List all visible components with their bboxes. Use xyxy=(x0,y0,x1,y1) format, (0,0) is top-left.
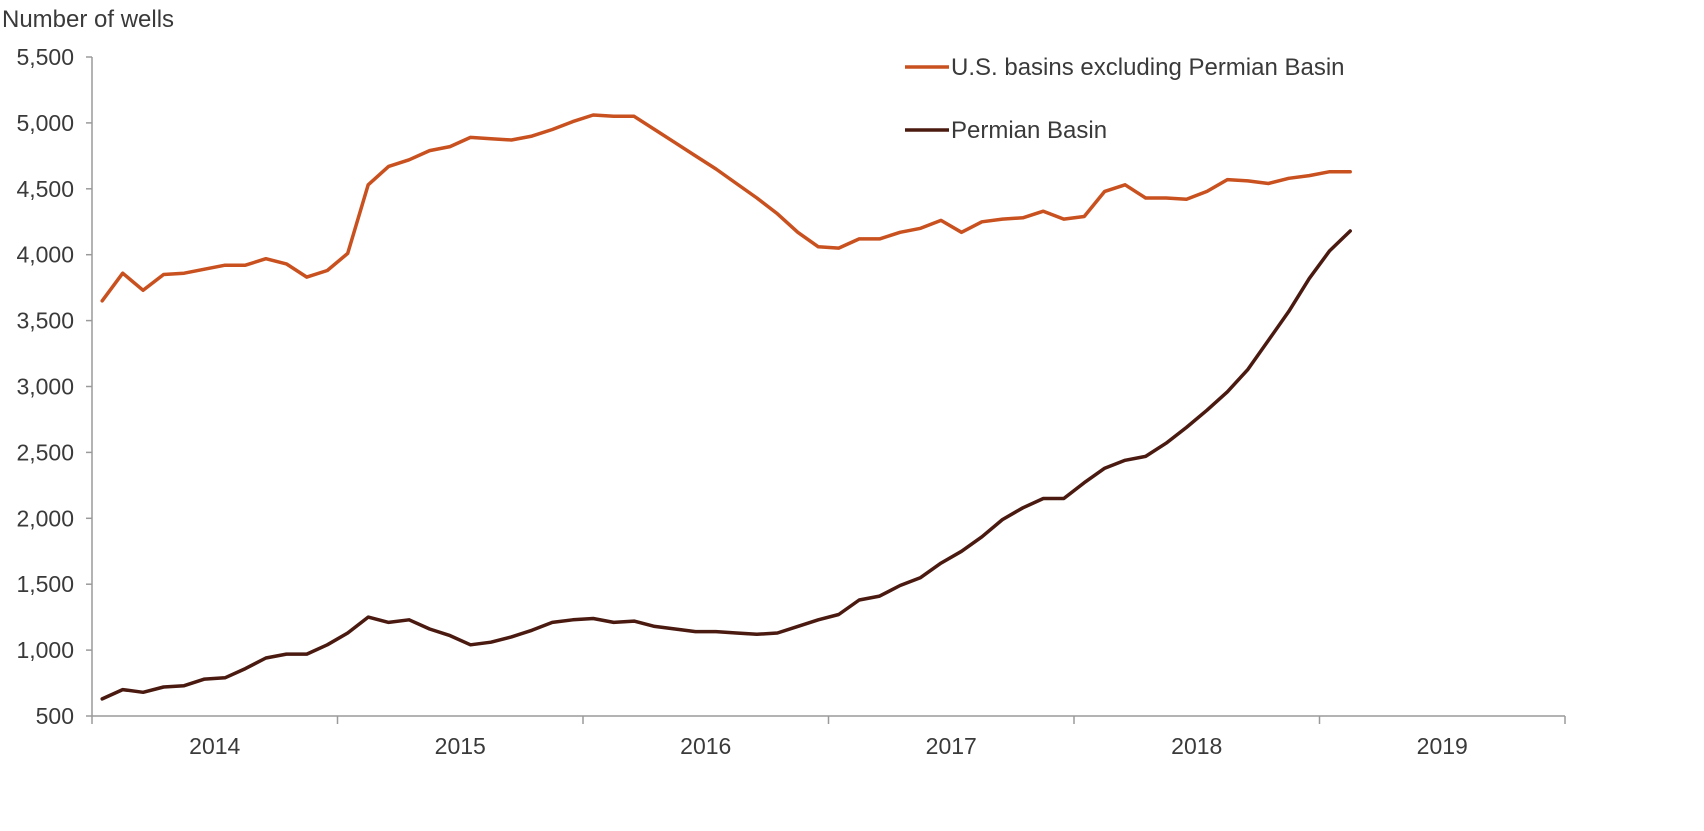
y-tick-label: 5,500 xyxy=(16,44,74,70)
y-axis-title: Number of wells xyxy=(2,6,174,33)
x-axis: 2014 2015 2016 2017 2018 2019 xyxy=(91,715,1566,759)
y-tick-label: 5,000 xyxy=(16,110,74,136)
x-tick-label: 2019 xyxy=(1417,733,1468,759)
legend-label-2: Permian Basin xyxy=(951,117,1107,144)
series-layer xyxy=(100,113,1352,701)
x-tick-label: 2014 xyxy=(189,733,240,759)
y-tick-label: 3,500 xyxy=(16,308,74,334)
x-tick-label: 2016 xyxy=(680,733,731,759)
y-tick-label: 2,500 xyxy=(16,439,74,465)
x-tick-label: 2018 xyxy=(1171,733,1222,759)
legend: U.S. basins excluding Permian Basin Permi… xyxy=(905,54,1345,144)
y-tick-label: 500 xyxy=(36,703,74,729)
y-axis: 500 1,000 1,500 2,000 2,500 3,000 3,500 4,000 4,… xyxy=(16,44,93,729)
y-tick-label: 2,000 xyxy=(16,505,74,531)
x-tick-label: 2015 xyxy=(435,733,486,759)
series-line-1 xyxy=(100,113,1352,303)
y-tick-label: 1,500 xyxy=(16,571,74,597)
series-line-2 xyxy=(100,229,1352,701)
x-tick-label: 2017 xyxy=(926,733,977,759)
y-tick-label: 4,500 xyxy=(16,176,74,202)
y-tick-label: 1,000 xyxy=(16,637,74,663)
y-tick-label: 4,000 xyxy=(16,242,74,268)
y-tick-label: 3,000 xyxy=(16,374,74,400)
legend-label-1: U.S. basins excluding Permian Basin xyxy=(951,54,1345,81)
